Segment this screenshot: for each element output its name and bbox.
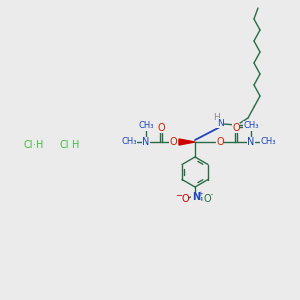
Text: O: O — [169, 137, 177, 147]
Text: N: N — [142, 137, 150, 147]
Text: −: − — [176, 191, 182, 200]
Text: ·: · — [210, 190, 214, 202]
Text: N: N — [192, 192, 200, 202]
Text: O: O — [216, 137, 224, 147]
Text: N: N — [247, 137, 255, 147]
Text: O: O — [157, 123, 165, 133]
Polygon shape — [179, 139, 195, 145]
Text: +: + — [197, 191, 203, 197]
Text: CH₃: CH₃ — [260, 137, 276, 146]
Text: O: O — [249, 121, 257, 131]
Text: CH₃: CH₃ — [138, 122, 154, 130]
Text: O: O — [203, 194, 211, 204]
Text: CH₃: CH₃ — [121, 137, 137, 146]
Text: H: H — [214, 113, 220, 122]
Text: O: O — [181, 194, 189, 204]
Text: O: O — [232, 123, 240, 133]
Text: Cl: Cl — [60, 140, 70, 150]
Text: N: N — [217, 118, 224, 127]
Text: ·H: ·H — [33, 140, 44, 150]
Text: H: H — [72, 140, 80, 150]
Text: CH₃: CH₃ — [243, 122, 259, 130]
Text: Cl: Cl — [23, 140, 32, 150]
